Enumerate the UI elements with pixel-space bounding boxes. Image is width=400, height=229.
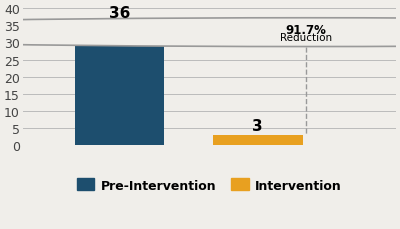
Text: Reduction: Reduction xyxy=(280,33,332,43)
Circle shape xyxy=(0,19,400,47)
Text: 91.7%: 91.7% xyxy=(286,24,326,37)
Bar xyxy=(213,135,302,146)
Legend: Pre-Intervention, Intervention: Pre-Intervention, Intervention xyxy=(72,174,347,197)
Bar xyxy=(75,23,164,146)
Text: 3: 3 xyxy=(252,118,263,133)
Text: 36: 36 xyxy=(109,6,130,21)
